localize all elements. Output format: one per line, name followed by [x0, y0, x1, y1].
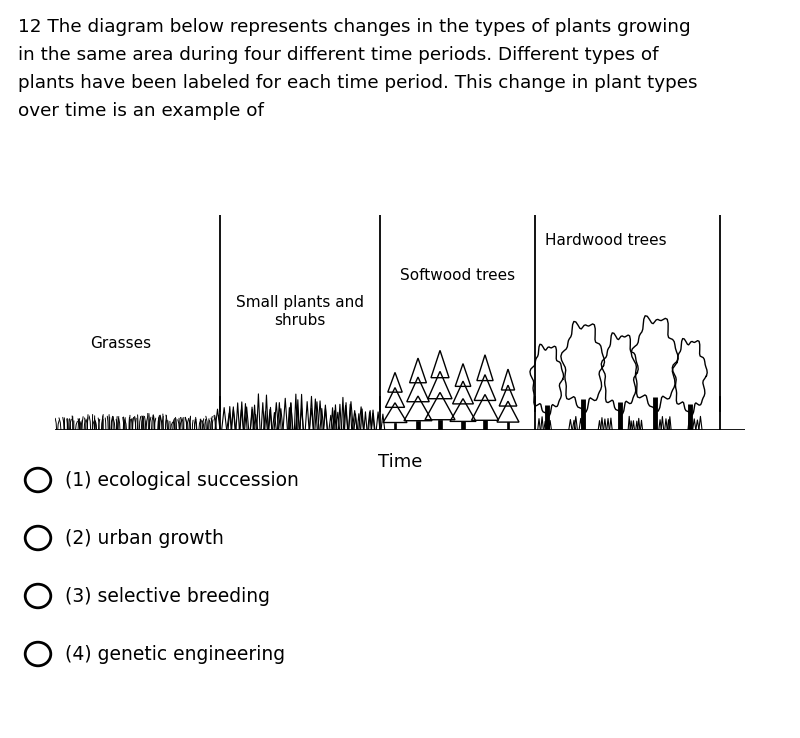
Polygon shape: [438, 420, 442, 430]
Text: Softwood trees: Softwood trees: [400, 268, 515, 283]
Polygon shape: [462, 421, 465, 430]
Text: plants have been labeled for each time period. This change in plant types: plants have been labeled for each time p…: [18, 74, 698, 92]
Text: 12 The diagram below represents changes in the types of plants growing: 12 The diagram below represents changes …: [18, 18, 690, 36]
Text: Grasses: Grasses: [90, 337, 151, 351]
Text: (1) ecological succession: (1) ecological succession: [65, 471, 299, 489]
Text: Small plants and
shrubs: Small plants and shrubs: [236, 295, 364, 328]
Text: (3) selective breeding: (3) selective breeding: [65, 587, 270, 605]
Text: Time: Time: [378, 453, 422, 471]
Text: (2) urban growth: (2) urban growth: [65, 528, 224, 548]
Polygon shape: [394, 423, 397, 430]
Text: in the same area during four different time periods. Different types of: in the same area during four different t…: [18, 46, 658, 64]
Polygon shape: [416, 421, 420, 430]
Text: Hardwood trees: Hardwood trees: [545, 233, 666, 248]
Polygon shape: [483, 420, 486, 430]
Polygon shape: [506, 422, 510, 430]
Text: over time is an example of: over time is an example of: [18, 102, 264, 120]
Text: (4) genetic engineering: (4) genetic engineering: [65, 644, 285, 663]
